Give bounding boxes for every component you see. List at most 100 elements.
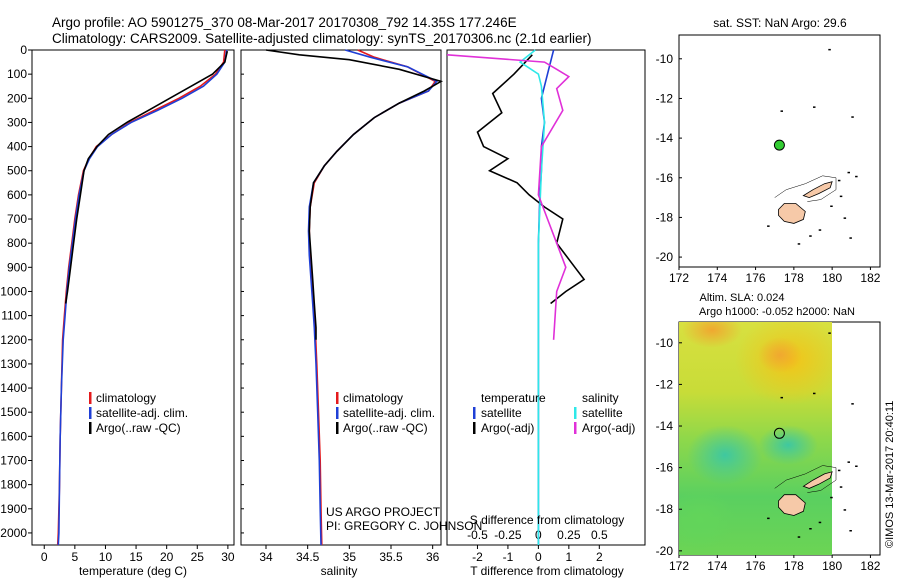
lon-tick-label: 172 — [669, 559, 689, 573]
depth-tick-label: 200 — [7, 91, 27, 105]
lon-tick-label: 174 — [707, 559, 727, 573]
s-difference-tick-label: -0.25 — [494, 528, 522, 542]
project-label: US ARGO PROJECT — [326, 505, 441, 519]
small-island — [851, 116, 854, 118]
salinity-tick-label: 36 — [426, 550, 440, 564]
difference-axes-frame — [446, 49, 646, 546]
depth-tick-label: 1800 — [0, 478, 27, 492]
lat-tick-label: -18 — [656, 210, 674, 224]
small-island — [839, 195, 843, 198]
difference-tick-label: -2 — [472, 550, 483, 564]
sla-map-panel: Altim. SLA: 0.024 Argo h1000: -0.052 h20… — [656, 292, 881, 573]
difference-profiles — [446, 49, 586, 545]
lat-tick-label: -14 — [656, 419, 674, 433]
imos-credit: ©IMOS 13-Mar-2017 20:40:11 — [884, 401, 896, 548]
sst-map-frame — [678, 34, 881, 268]
small-island — [813, 106, 816, 108]
legend-label-s-satellite: satellite — [582, 406, 623, 420]
lat-tick-label: -20 — [656, 544, 674, 558]
s-difference-tick-label: 0.25 — [557, 528, 581, 542]
sst-map-title: sat. SST: NaN Argo: 29.6 — [713, 16, 847, 30]
depth-tick-label: 900 — [7, 260, 27, 274]
lon-tick-label: 176 — [746, 559, 766, 573]
t-difference-label: T difference from climatology — [470, 564, 624, 578]
salinity-axes-frame — [240, 49, 442, 546]
difference-tick-label: 2 — [596, 550, 603, 564]
lon-tick-label: 172 — [669, 271, 689, 285]
small-island — [780, 396, 783, 399]
difference-tick-label: -1 — [503, 550, 514, 564]
small-island — [837, 469, 841, 472]
s-difference-tick-label: -0.5 — [467, 528, 488, 542]
temperature-tick-label: 15 — [129, 550, 143, 564]
small-island — [855, 175, 858, 178]
salinity-tick-label: 34 — [259, 550, 273, 564]
legend-label-argo: Argo(..raw -QC) — [96, 421, 181, 435]
lon-tick-label: 176 — [746, 271, 766, 285]
depth-tick-label: 1300 — [0, 357, 27, 371]
depth-tick-label: 1400 — [0, 381, 27, 395]
temperature-x-axis: 0 5 10 15 20 25 30 — [41, 545, 235, 564]
s-difference-label: S difference from climatology — [470, 513, 625, 527]
temperature-axes-frame — [31, 49, 235, 546]
lon-tick-label: 180 — [822, 559, 842, 573]
small-island — [767, 517, 770, 520]
small-island — [843, 217, 847, 219]
depth-tick-label: 800 — [7, 236, 27, 250]
vanua-levu-island — [802, 181, 833, 199]
temperature-legend: climatology satellite-adj. clim. Argo(..… — [89, 391, 188, 435]
small-island — [849, 237, 852, 239]
legend-heading-temperature: temperature — [481, 391, 546, 405]
sla-map-title-2: Argo h1000: -0.052 h2000: NaN — [699, 306, 855, 318]
salinity-xlabel: salinity — [321, 564, 358, 578]
legend-label-satellite: satellite-adj. clim. — [96, 406, 188, 420]
temperature-tick-label: 10 — [99, 550, 113, 564]
small-island — [837, 179, 841, 182]
small-island — [847, 171, 850, 174]
difference-legend: temperature satellite Argo(-adj) salinit… — [473, 391, 635, 435]
depth-tick-label: 300 — [7, 115, 27, 129]
difference-panel: -2 -1 0 1 2 -0.5 -0.25 0 0.25 0.5 S difference f… — [446, 49, 646, 578]
depth-tick-label: 1900 — [0, 502, 27, 516]
sla-mid-patch — [679, 490, 735, 550]
legend-swatch-climatology — [89, 392, 92, 404]
salinity-tick-label: 34.5 — [296, 550, 320, 564]
series-argo-raw-qc- — [265, 49, 444, 340]
sla-high-patch — [682, 322, 742, 348]
temperature-xlabel: temperature (deg C) — [79, 564, 187, 578]
small-island — [813, 392, 816, 395]
t-difference-x-axis: -2 -1 0 1 2 — [472, 545, 603, 564]
temperature-panel: 0100200300400500600700800900100011001200… — [0, 43, 235, 578]
salinity-tick-label: 35 — [343, 550, 357, 564]
legend-swatch-argo — [89, 422, 92, 434]
legend-label-s-argo: Argo(-adj) — [582, 421, 635, 435]
small-island — [809, 528, 812, 530]
sla-low-patch — [687, 425, 763, 485]
pi-label: PI: GREGORY C. JOHNSON — [326, 519, 482, 533]
small-island — [828, 332, 831, 334]
legend-swatch-satellite — [336, 407, 339, 419]
series-satellite-adj-clim- — [57, 49, 228, 546]
legend-swatch-climatology — [336, 392, 339, 404]
small-island — [797, 536, 801, 538]
temperature-tick-label: 20 — [160, 550, 174, 564]
reef-outline — [774, 465, 837, 493]
sla-high-patch — [758, 337, 802, 373]
small-island — [818, 229, 822, 231]
sla-map-axes: 172 174 176 178 180 182 -10 -12 -14 -16 -18 -20 — [656, 336, 881, 573]
fiji-islands — [767, 332, 858, 538]
temperature-profiles — [56, 49, 229, 546]
lon-tick-label: 182 — [860, 271, 880, 285]
small-island — [843, 509, 847, 511]
legend-label-t-satellite: satellite — [481, 406, 522, 420]
depth-tick-label: 1200 — [0, 333, 27, 347]
temperature-tick-label: 30 — [221, 550, 235, 564]
reef-outline — [774, 175, 837, 202]
header-line-2: Climatology: CARS2009. Satellite-adjuste… — [52, 31, 592, 46]
legend-swatch-s-argo — [574, 422, 577, 434]
lon-tick-label: 178 — [784, 271, 804, 285]
viti-levu-island — [778, 494, 806, 516]
salinity-depth-ticks — [241, 49, 244, 534]
legend-swatch-satellite — [89, 407, 92, 419]
